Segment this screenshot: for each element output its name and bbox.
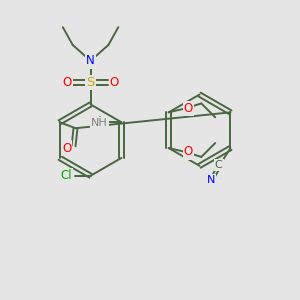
Text: N: N bbox=[86, 54, 95, 67]
Text: O: O bbox=[62, 76, 71, 89]
Text: O: O bbox=[110, 76, 119, 89]
Text: Cl: Cl bbox=[60, 169, 72, 182]
Text: N: N bbox=[206, 175, 215, 185]
Text: O: O bbox=[184, 102, 193, 115]
Text: O: O bbox=[62, 142, 71, 154]
Text: C: C bbox=[215, 160, 222, 170]
Text: O: O bbox=[184, 146, 193, 158]
Text: S: S bbox=[86, 76, 95, 89]
Text: Cl: Cl bbox=[91, 116, 103, 129]
Text: NH: NH bbox=[91, 118, 108, 128]
